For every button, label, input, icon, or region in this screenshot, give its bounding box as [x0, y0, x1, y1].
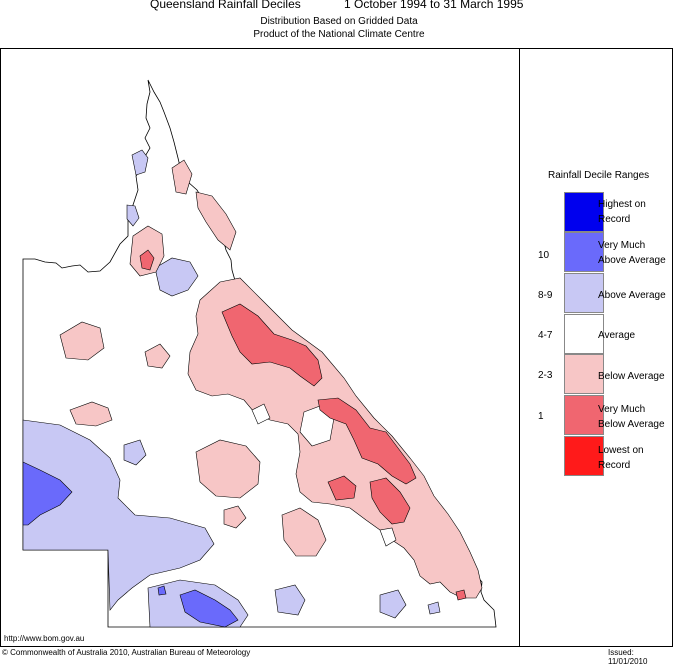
legend-swatch-very-much-below [564, 395, 604, 435]
bom-url-link[interactable]: http://www.bom.gov.au [4, 634, 85, 643]
legend-range-10: 10 [538, 250, 550, 261]
legend-swatch-below [564, 354, 604, 394]
above-average-region-cape [131, 149, 149, 176]
below-average-region-coast-north [195, 191, 237, 251]
legend-range-4-7: 4-7 [538, 330, 553, 341]
below-average-region-central-a [144, 343, 171, 369]
legend-swatch-above [564, 273, 604, 313]
very-much-above-average-west [22, 461, 73, 526]
map-title: Queensland Rainfall Deciles [150, 0, 301, 11]
legend-label-very-much-above: Very Much Above Average [598, 240, 666, 266]
map-date-range: 1 October 1994 to 31 March 1995 [344, 0, 524, 11]
above-average-region-southwest [22, 419, 215, 611]
average-hole-3 [379, 527, 397, 547]
legend-label-highest: Highest on Record [598, 199, 646, 225]
below-average-region-west-central [69, 401, 113, 427]
above-average-region-south-coast [427, 601, 441, 615]
legend-label-lowest: Lowest on Record [598, 445, 644, 471]
very-much-below-average-cape [139, 249, 155, 271]
legend-title: Rainfall Decile Ranges [548, 170, 650, 181]
issued-date: Issued: 11/01/2010 [608, 648, 648, 666]
above-average-region-gulf [154, 257, 199, 297]
legend-divider [519, 48, 520, 647]
map-title-line: Queensland Rainfall Deciles 1 October 19… [0, 0, 674, 14]
legend-label-average: Average [598, 330, 636, 341]
average-hole-1 [251, 403, 271, 425]
very-much-below-average-coast [317, 397, 417, 485]
very-much-below-average-south [369, 477, 411, 525]
map-subtitle-product: Product of the National Climate Centre [253, 29, 425, 40]
legend-swatch-very-much-above [564, 232, 604, 272]
legend-swatch-average [564, 314, 604, 354]
below-average-region-gulf-west [59, 321, 105, 361]
legend-swatch-lowest [564, 436, 604, 476]
very-much-below-average-small [455, 589, 467, 601]
above-average-region-south-east-1 [274, 584, 306, 616]
legend-label-above: Above Average [598, 290, 666, 301]
map-frame [0, 48, 673, 647]
legend-range-8-9: 8-9 [538, 290, 553, 301]
above-average-region-central [123, 439, 147, 466]
above-average-region-south-east-2 [379, 589, 407, 619]
copyright-notice: © Commonwealth of Australia 2010, Austra… [2, 648, 251, 657]
very-much-above-average-small [157, 585, 167, 596]
above-average-region-west-cape [126, 204, 140, 227]
legend-swatch-highest [564, 192, 604, 232]
map-subtitle-distribution: Distribution Based on Gridded Data [260, 16, 418, 27]
very-much-below-average-central [327, 475, 357, 501]
below-average-region-central-b [195, 439, 261, 499]
below-average-region-cape-east [171, 159, 193, 195]
queensland-decile-map [22, 79, 497, 628]
legend-range-1: 1 [538, 411, 544, 422]
legend-label-below: Below Average [598, 371, 665, 382]
legend-label-very-much-below: Very Much Below Average [598, 404, 665, 430]
below-average-region-south-a [281, 507, 327, 557]
below-average-region-south-b [223, 505, 247, 529]
very-much-above-average-south [179, 589, 239, 628]
very-much-below-average-north [221, 303, 323, 387]
legend-range-2-3: 2-3 [538, 370, 553, 381]
